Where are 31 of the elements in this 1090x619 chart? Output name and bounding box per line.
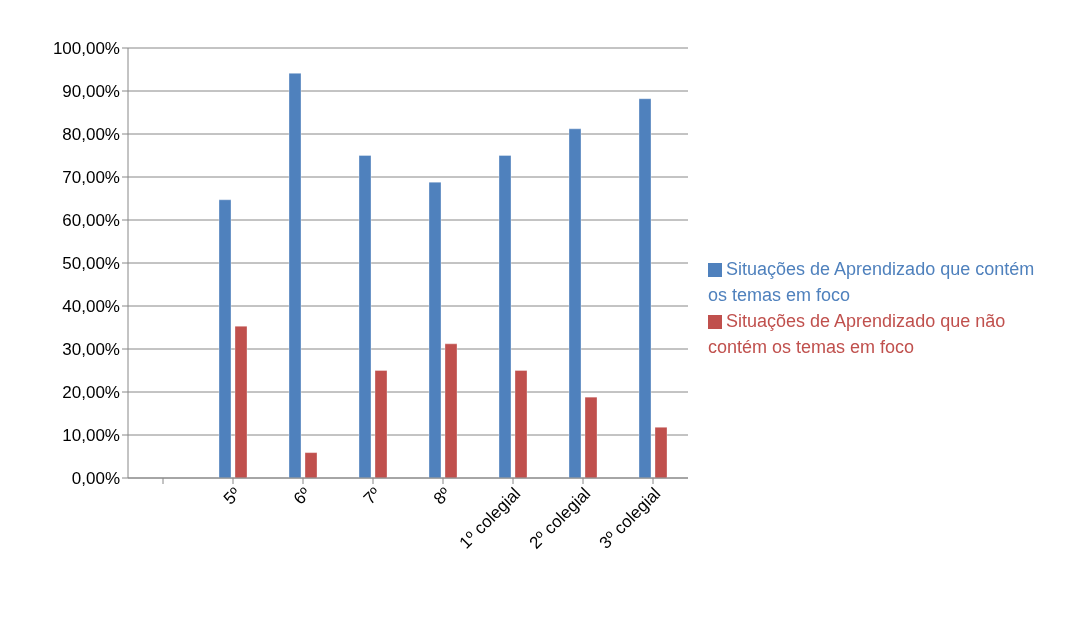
bar [568, 128, 582, 478]
y-tick-label: 40,00% [62, 297, 120, 317]
y-tick-label: 100,00% [52, 39, 120, 59]
legend-label: Situações de Aprendizado que não contém os temas em foco [708, 311, 1006, 357]
x-tick-label: 8º [429, 483, 455, 509]
bar [428, 181, 442, 478]
y-tick-label: 80,00% [62, 125, 120, 145]
y-tick-label: 90,00% [62, 82, 120, 102]
bar [304, 452, 318, 478]
bar [444, 343, 458, 478]
bar [234, 325, 248, 478]
x-tick-label: 5º [219, 483, 245, 509]
bar [514, 370, 528, 478]
bar [374, 370, 388, 478]
bar [584, 396, 598, 478]
y-tick-label: 20,00% [62, 383, 120, 403]
bar [638, 98, 652, 478]
y-tick-label: 60,00% [62, 211, 120, 231]
bar [498, 155, 512, 478]
y-tick-label: 10,00% [62, 426, 120, 446]
bar [654, 426, 668, 478]
bar [218, 199, 232, 478]
y-tick-label: 50,00% [62, 254, 120, 274]
y-tick-label: 70,00% [62, 168, 120, 188]
y-tick-label: 30,00% [62, 340, 120, 360]
bar [288, 72, 302, 478]
legend-label: Situações de Aprendizado que contém os temas em foco [708, 259, 1035, 305]
x-tick-label: 6º [289, 483, 315, 509]
bar [358, 155, 372, 478]
y-tick-label: 0,00% [71, 469, 120, 489]
x-tick-label: 7º [359, 483, 385, 509]
